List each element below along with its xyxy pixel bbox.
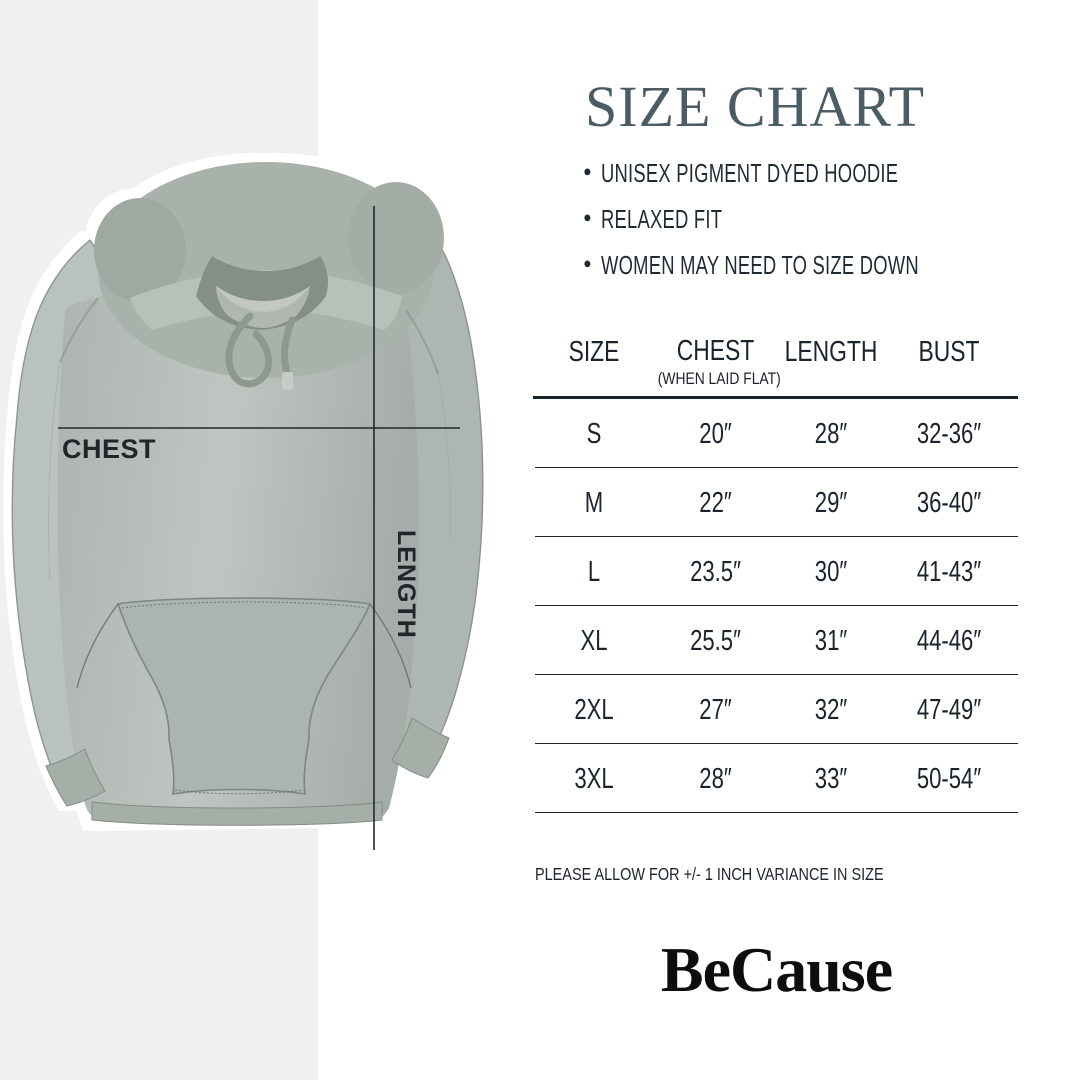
svg-text:CHEST: CHEST bbox=[62, 434, 156, 464]
svg-text:LENGTH: LENGTH bbox=[392, 530, 420, 639]
